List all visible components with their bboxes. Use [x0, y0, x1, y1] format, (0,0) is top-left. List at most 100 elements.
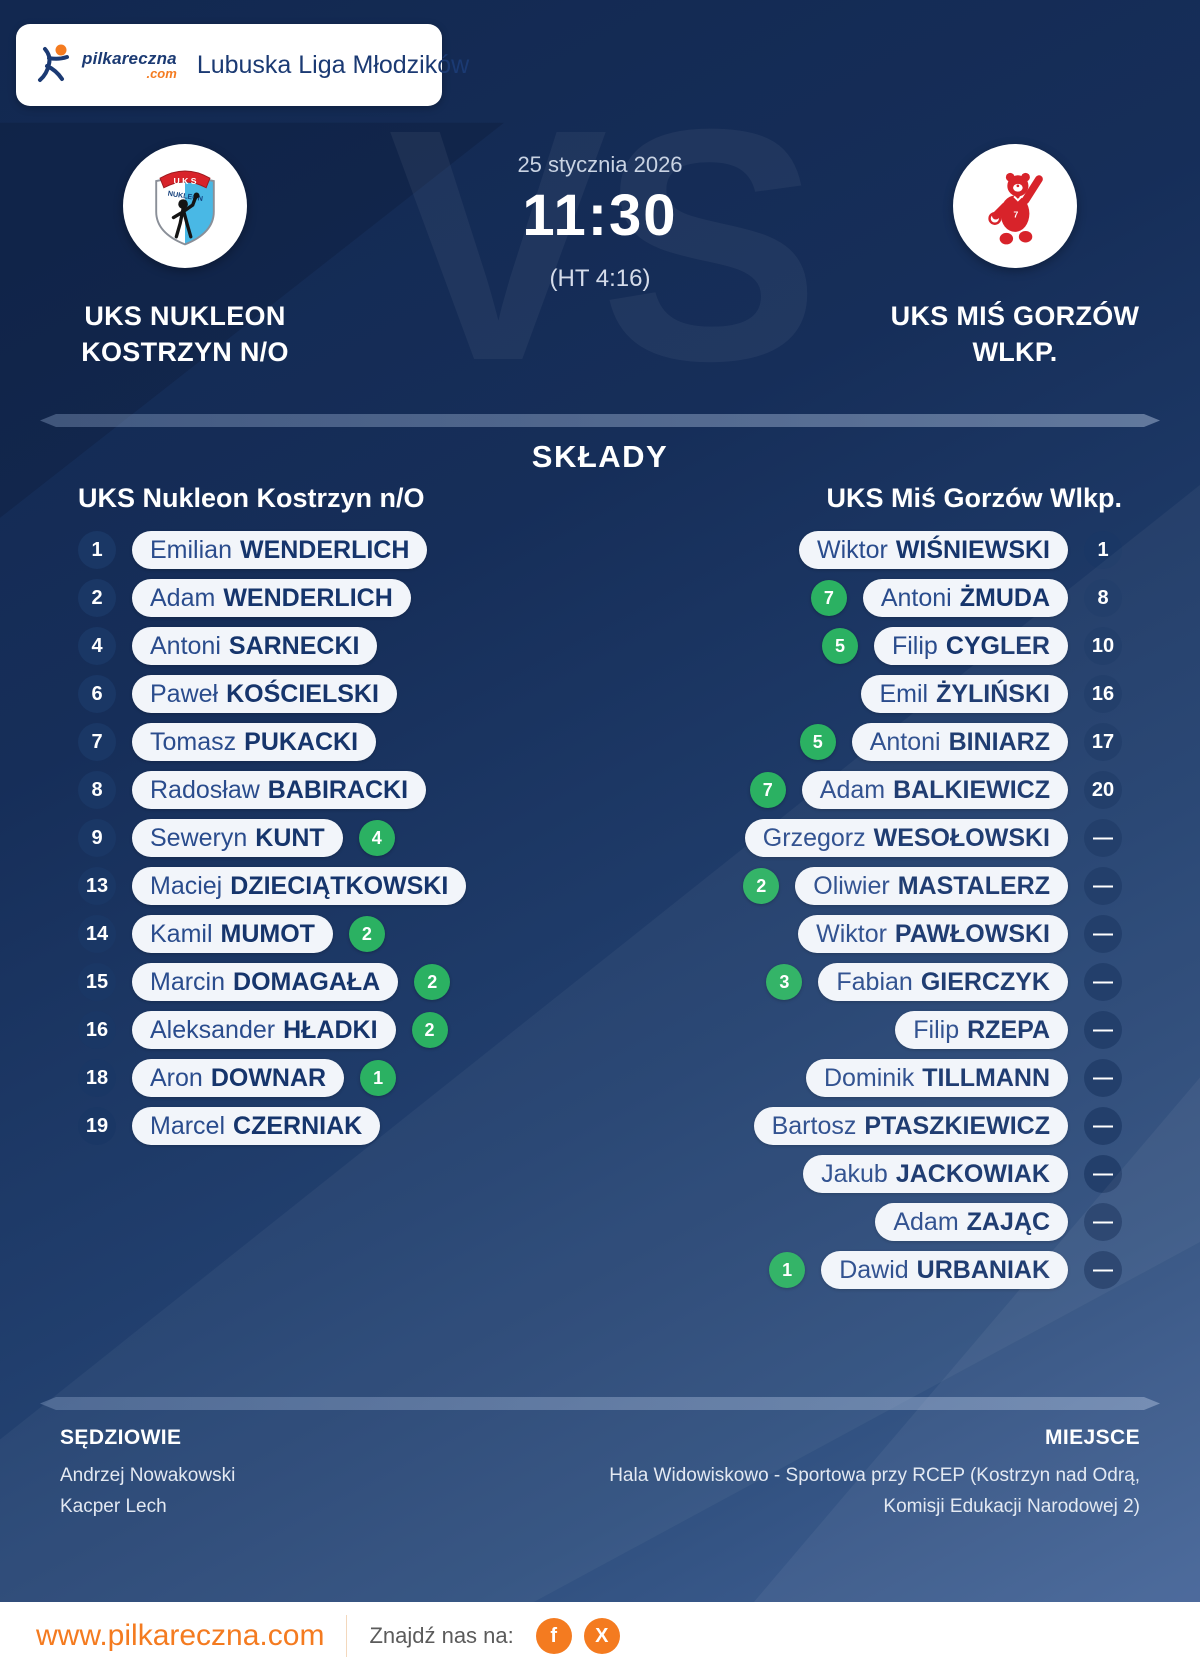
player-name-pill: Radosław BABIRACKI — [132, 771, 427, 809]
player-number: — — [1084, 1251, 1122, 1289]
player-last-name: PUKACKI — [244, 727, 359, 756]
away-team-crest-icon: 7 — [988, 172, 1043, 245]
player-number: 9 — [78, 819, 116, 857]
player-number: — — [1084, 819, 1122, 857]
player-last-name: SARNECKI — [228, 631, 360, 660]
player-first-name: Radosław — [150, 775, 260, 804]
home-lineup-column: UKS Nukleon Kostrzyn n/O 1 Emilian WENDERL… — [78, 483, 530, 1289]
player-number: — — [1084, 867, 1122, 905]
player-row: Filip RZEPA — — [670, 1011, 1122, 1049]
venue-line: Komisji Edukacji Narodowej 2) — [883, 1496, 1140, 1518]
x-icon[interactable]: X — [583, 1618, 620, 1654]
player-row: 1 Dawid URBANIAK — — [670, 1251, 1122, 1289]
player-name-pill: Jakub JACKOWIAK — [803, 1155, 1068, 1193]
pilkareczna-logo: pilkareczna .com — [34, 43, 177, 88]
player-row: 19 Marcel CZERNIAK — [78, 1107, 530, 1145]
player-row: 9 Seweryn KUNT 4 — [78, 819, 530, 857]
player-first-name: Emilian — [150, 535, 232, 564]
player-number: 15 — [78, 963, 116, 1001]
lineups-title: SKŁADY — [531, 439, 669, 474]
player-last-name: WIŚNIEWSKI — [895, 535, 1050, 564]
goals-badge: 2 — [743, 868, 780, 904]
player-row: 18 Aron DOWNAR 1 — [78, 1059, 530, 1097]
away-team-block: 7 UKS MIŚ GORZÓW WLKP. — [840, 120, 1190, 392]
player-name-pill: Adam BALKIEWICZ — [801, 771, 1068, 809]
player-last-name: DOWNAR — [210, 1063, 327, 1092]
player-name-pill: Filip RZEPA — [895, 1011, 1068, 1049]
player-number: — — [1084, 1059, 1122, 1097]
player-row: 7 Adam BALKIEWICZ 20 — [670, 771, 1122, 809]
player-row: 1 Emilian WENDERLICH — [78, 531, 530, 569]
player-last-name: MUMOT — [220, 919, 315, 948]
player-first-name: Maciej — [150, 871, 223, 900]
away-team-name: UKS MIŚ GORZÓW WLKP. — [891, 298, 1140, 371]
match-time: 11:30 — [522, 183, 678, 248]
player-name-pill: Maciej DZIECIĄTKOWSKI — [132, 867, 467, 905]
match-info-block: 25 stycznia 2026 11:30 (HT 4:16) — [360, 120, 840, 392]
player-number: — — [1084, 915, 1122, 953]
player-name-pill: Marcel CZERNIAK — [132, 1107, 381, 1145]
player-first-name: Wiktor — [817, 535, 888, 564]
social-icons: f X — [535, 1618, 620, 1654]
player-row: Adam ZAJĄC — — [670, 1203, 1122, 1241]
officials-section: SĘDZIOWIE Andrzej Nowakowski Kacper Lech… — [0, 1426, 1200, 1523]
player-first-name: Jakub — [821, 1159, 888, 1188]
referees-block: SĘDZIOWIE Andrzej Nowakowski Kacper Lech — [60, 1426, 235, 1523]
player-name-pill: Adam ZAJĄC — [875, 1203, 1068, 1241]
player-name-pill: Tomasz PUKACKI — [132, 723, 377, 761]
player-last-name: PAWŁOWSKI — [894, 919, 1050, 948]
player-number: — — [1084, 1155, 1122, 1193]
player-name-pill: Grzegorz WESOŁOWSKI — [744, 819, 1068, 857]
player-first-name: Dawid — [839, 1255, 909, 1284]
player-first-name: Marcin — [150, 967, 226, 996]
player-name-pill: Emilian WENDERLICH — [132, 531, 428, 569]
player-number: 4 — [78, 627, 116, 665]
home-team-crest-icon: U K S NUKLEON — [155, 170, 215, 246]
player-row: Dominik TILLMANN — — [670, 1059, 1122, 1097]
section-divider — [40, 1397, 1160, 1410]
player-name-pill: Antoni SARNECKI — [132, 627, 378, 665]
player-name-pill: Oliwier MASTALERZ — [795, 867, 1068, 905]
find-us-label: Znajdź nas na: — [369, 1623, 514, 1648]
player-number: — — [1084, 963, 1122, 1001]
away-team-name-line2: WLKP. — [972, 337, 1058, 368]
goals-badge: 7 — [810, 580, 847, 616]
player-last-name: URBANIAK — [916, 1255, 1050, 1284]
goals-badge: 1 — [360, 1060, 397, 1096]
svg-text:7: 7 — [1014, 210, 1019, 220]
player-last-name: ŻYLIŃSKI — [936, 679, 1050, 708]
player-row: 2 Oliwier MASTALERZ — — [670, 867, 1122, 905]
player-last-name: PTASZKIEWICZ — [864, 1111, 1050, 1140]
match-header: VS U K S NUKLEON — [0, 80, 1200, 410]
home-team-name: UKS NUKLEON KOSTRZYN N/O — [81, 298, 289, 371]
away-team-name-line1: UKS MIŚ GORZÓW — [890, 301, 1140, 331]
home-team-block: U K S NUKLEON UKS NUKLEON KOSTRZYN N/O — [10, 120, 360, 392]
player-row: 6 Paweł KOŚCIELSKI — [78, 675, 530, 713]
player-last-name: DOMAGAŁA — [233, 967, 381, 996]
player-row: 14 Kamil MUMOT 2 — [78, 915, 530, 953]
player-first-name: Fabian — [836, 967, 913, 996]
player-row: 13 Maciej DZIECIĄTKOWSKI — [78, 867, 530, 905]
player-number: 18 — [78, 1059, 116, 1097]
player-name-pill: Antoni ŻMUDA — [862, 579, 1068, 617]
facebook-icon[interactable]: f — [535, 1618, 572, 1654]
venue-block: MIEJSCE Hala Widowiskowo - Sportowa przy… — [609, 1426, 1140, 1523]
player-number: 8 — [1084, 579, 1122, 617]
website-link[interactable]: www.pilkareczna.com — [36, 1619, 325, 1652]
player-last-name: ŻMUDA — [959, 583, 1050, 612]
player-last-name: WENDERLICH — [239, 535, 410, 564]
referee-name: Kacper Lech — [60, 1496, 167, 1518]
away-lineup-column: UKS Miś Gorzów Wlkp. Wiktor WIŚNIEWSKI 1 7 A… — [670, 483, 1122, 1289]
lineup-infographic: pilkareczna .com Lubuska Liga Młodzików … — [0, 24, 1200, 1670]
referees-label: SĘDZIOWIE — [60, 1426, 182, 1449]
player-name-pill: Bartosz PTASZKIEWICZ — [753, 1107, 1068, 1145]
goals-badge: 2 — [414, 964, 451, 1000]
goals-badge: 4 — [358, 820, 395, 856]
player-first-name: Aleksander — [150, 1015, 276, 1044]
player-last-name: RZEPA — [967, 1015, 1050, 1044]
player-number: 16 — [78, 1011, 116, 1049]
player-row: 7 Tomasz PUKACKI — [78, 723, 530, 761]
player-name-pill: Aleksander HŁADKI — [132, 1011, 396, 1049]
player-number: — — [1084, 1203, 1122, 1241]
home-team-badge: U K S NUKLEON — [123, 144, 247, 268]
